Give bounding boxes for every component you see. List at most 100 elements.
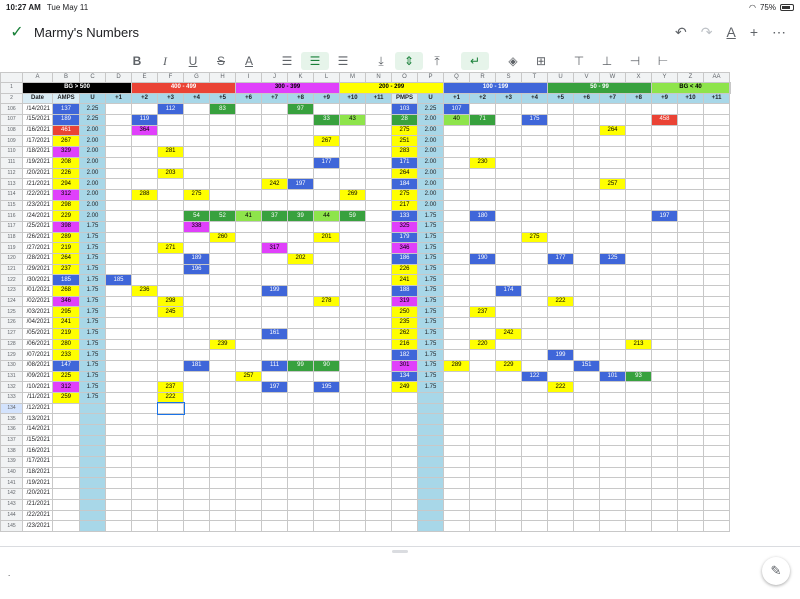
reading-cell[interactable] — [313, 242, 340, 254]
reading-cell[interactable] — [105, 509, 132, 522]
row-number[interactable]: 106 — [0, 103, 23, 116]
corner-cell[interactable] — [0, 72, 23, 83]
amps-cell[interactable]: 225 — [52, 370, 80, 383]
reading-cell[interactable] — [365, 520, 392, 532]
reading-cell[interactable] — [209, 477, 236, 490]
reading-cell[interactable] — [105, 231, 132, 244]
reading-cell[interactable] — [677, 338, 704, 351]
u-cell[interactable]: 1.75 — [79, 263, 106, 276]
reading-cell[interactable]: 203 — [157, 167, 184, 180]
amps-cell[interactable]: 241 — [52, 317, 80, 329]
reading-cell[interactable] — [209, 381, 236, 393]
reading-cell[interactable] — [625, 509, 652, 522]
reading-cell[interactable] — [625, 103, 652, 116]
reading-cell[interactable] — [547, 424, 574, 436]
reading-cell[interactable] — [703, 498, 730, 511]
reading-cell[interactable] — [209, 156, 236, 169]
reading-cell[interactable]: 220 — [469, 338, 496, 351]
reading-cell[interactable] — [261, 391, 288, 404]
reading-cell[interactable] — [521, 424, 548, 436]
reading-cell[interactable] — [573, 488, 600, 500]
reading-cell[interactable] — [183, 167, 210, 180]
reading-cell[interactable] — [521, 210, 548, 222]
u-cell[interactable] — [79, 434, 106, 447]
reading-cell[interactable] — [131, 391, 158, 404]
reading-cell[interactable] — [573, 220, 600, 233]
reading-cell[interactable] — [495, 124, 522, 137]
amps-cell[interactable]: 226 — [52, 167, 80, 180]
reading-cell[interactable] — [287, 402, 314, 415]
reading-cell[interactable] — [625, 381, 652, 393]
reading-cell[interactable] — [547, 135, 574, 148]
reading-cell[interactable] — [339, 317, 366, 329]
reading-cell[interactable] — [235, 456, 262, 468]
reading-cell[interactable] — [287, 327, 314, 340]
reading-cell[interactable] — [651, 498, 678, 511]
date-cell[interactable]: /20/2021 — [22, 167, 53, 180]
reading-cell[interactable] — [677, 413, 704, 425]
reading-cell[interactable] — [651, 338, 678, 351]
reading-cell[interactable] — [703, 391, 730, 404]
reading-cell[interactable] — [573, 327, 600, 340]
reading-cell[interactable] — [235, 242, 262, 254]
reading-cell[interactable] — [521, 295, 548, 308]
reading-cell[interactable] — [547, 285, 574, 297]
column-letter[interactable]: P — [417, 72, 444, 83]
reading-cell[interactable]: 199 — [547, 349, 574, 361]
u-cell[interactable] — [79, 456, 106, 468]
reading-cell[interactable] — [677, 370, 704, 383]
reading-cell[interactable] — [183, 338, 210, 351]
reading-cell[interactable] — [677, 317, 704, 329]
reading-cell[interactable] — [131, 103, 158, 116]
text-color-icon[interactable]: A — [244, 54, 253, 68]
pmps-cell[interactable]: 264 — [391, 167, 418, 180]
column-letter[interactable]: T — [521, 72, 548, 83]
reading-cell[interactable] — [469, 188, 496, 201]
reading-cell[interactable] — [131, 199, 158, 212]
reading-cell[interactable] — [573, 434, 600, 447]
reading-cell[interactable] — [521, 477, 548, 490]
row-number[interactable]: 118 — [0, 231, 23, 244]
reading-cell[interactable] — [495, 434, 522, 447]
reading-cell[interactable] — [105, 295, 132, 308]
reading-cell[interactable] — [131, 242, 158, 254]
reading-cell[interactable] — [339, 445, 366, 458]
reading-cell[interactable] — [677, 456, 704, 468]
reading-cell[interactable] — [547, 263, 574, 276]
reading-cell[interactable] — [209, 509, 236, 522]
pmps-cell[interactable]: 28 — [391, 114, 418, 126]
reading-cell[interactable] — [131, 338, 158, 351]
reading-cell[interactable] — [599, 424, 626, 436]
reading-cell[interactable] — [469, 285, 496, 297]
reading-cell[interactable] — [261, 274, 288, 287]
reading-cell[interactable] — [495, 402, 522, 415]
reading-cell[interactable] — [469, 370, 496, 383]
reading-cell[interactable] — [651, 103, 678, 116]
reading-cell[interactable] — [469, 295, 496, 308]
reading-cell[interactable] — [313, 124, 340, 137]
reading-cell[interactable] — [495, 477, 522, 490]
reading-cell[interactable] — [469, 381, 496, 393]
reading-cell[interactable] — [495, 509, 522, 522]
reading-cell[interactable] — [339, 263, 366, 276]
reading-cell[interactable] — [157, 210, 184, 222]
reading-cell[interactable] — [209, 114, 236, 126]
reading-cell[interactable] — [495, 199, 522, 212]
reading-cell[interactable] — [261, 488, 288, 500]
reading-cell[interactable] — [573, 456, 600, 468]
reading-cell[interactable] — [261, 424, 288, 436]
reading-cell[interactable] — [625, 285, 652, 297]
reading-cell[interactable] — [131, 274, 158, 287]
reading-cell[interactable] — [183, 477, 210, 490]
reading-cell[interactable] — [183, 124, 210, 137]
amps-cell[interactable]: 219 — [52, 242, 80, 254]
reading-cell[interactable] — [365, 466, 392, 479]
reading-cell[interactable] — [703, 199, 730, 212]
reading-cell[interactable] — [339, 466, 366, 479]
reading-cell[interactable] — [105, 466, 132, 479]
reading-cell[interactable] — [573, 274, 600, 287]
reading-cell[interactable] — [495, 103, 522, 116]
date-cell[interactable]: /18/2021 — [22, 146, 53, 158]
reading-cell[interactable] — [677, 231, 704, 244]
reading-cell[interactable] — [521, 391, 548, 404]
